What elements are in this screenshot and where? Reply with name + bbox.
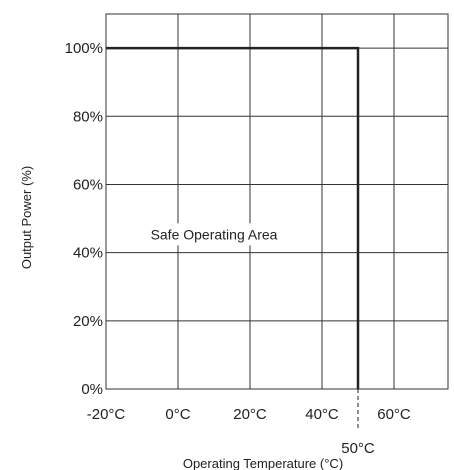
- x-tick-label-20: 20°C: [233, 406, 267, 423]
- tick-labels: 0% 20% 40% 60% 80% 100% -20°C 0°C 20°C 40°C 60°C: [65, 40, 411, 423]
- series-layer: [106, 46, 360, 389]
- grid: [105, 13, 449, 390]
- y-tick-label-60: 60%: [73, 176, 103, 193]
- x-tick-label--20: -20°C: [87, 406, 126, 423]
- x-tick-label-60: 60°C: [377, 406, 411, 423]
- marker-layer: 50°C: [341, 389, 375, 457]
- x-tick-label-40: 40°C: [305, 406, 339, 423]
- series-line-0: [106, 46, 360, 389]
- y-tick-label-100: 100%: [65, 40, 103, 57]
- marker-label: 50°C: [341, 440, 375, 457]
- y-tick-label-40: 40%: [73, 245, 103, 262]
- x-tick-label-0: 0°C: [165, 406, 190, 423]
- annotation-safe-operating-area: Safe Operating Area: [151, 226, 278, 242]
- y-tick-label-0: 0%: [81, 381, 103, 398]
- y-tick-label-20: 20%: [73, 313, 103, 330]
- y-tick-label-80: 80%: [73, 108, 103, 125]
- plot-frame: [105, 13, 449, 390]
- annotation-background: [144, 223, 284, 246]
- y-axis-label: Output Power (%): [19, 166, 34, 269]
- x-axis-label: Operating Temperature (°C): [183, 456, 343, 470]
